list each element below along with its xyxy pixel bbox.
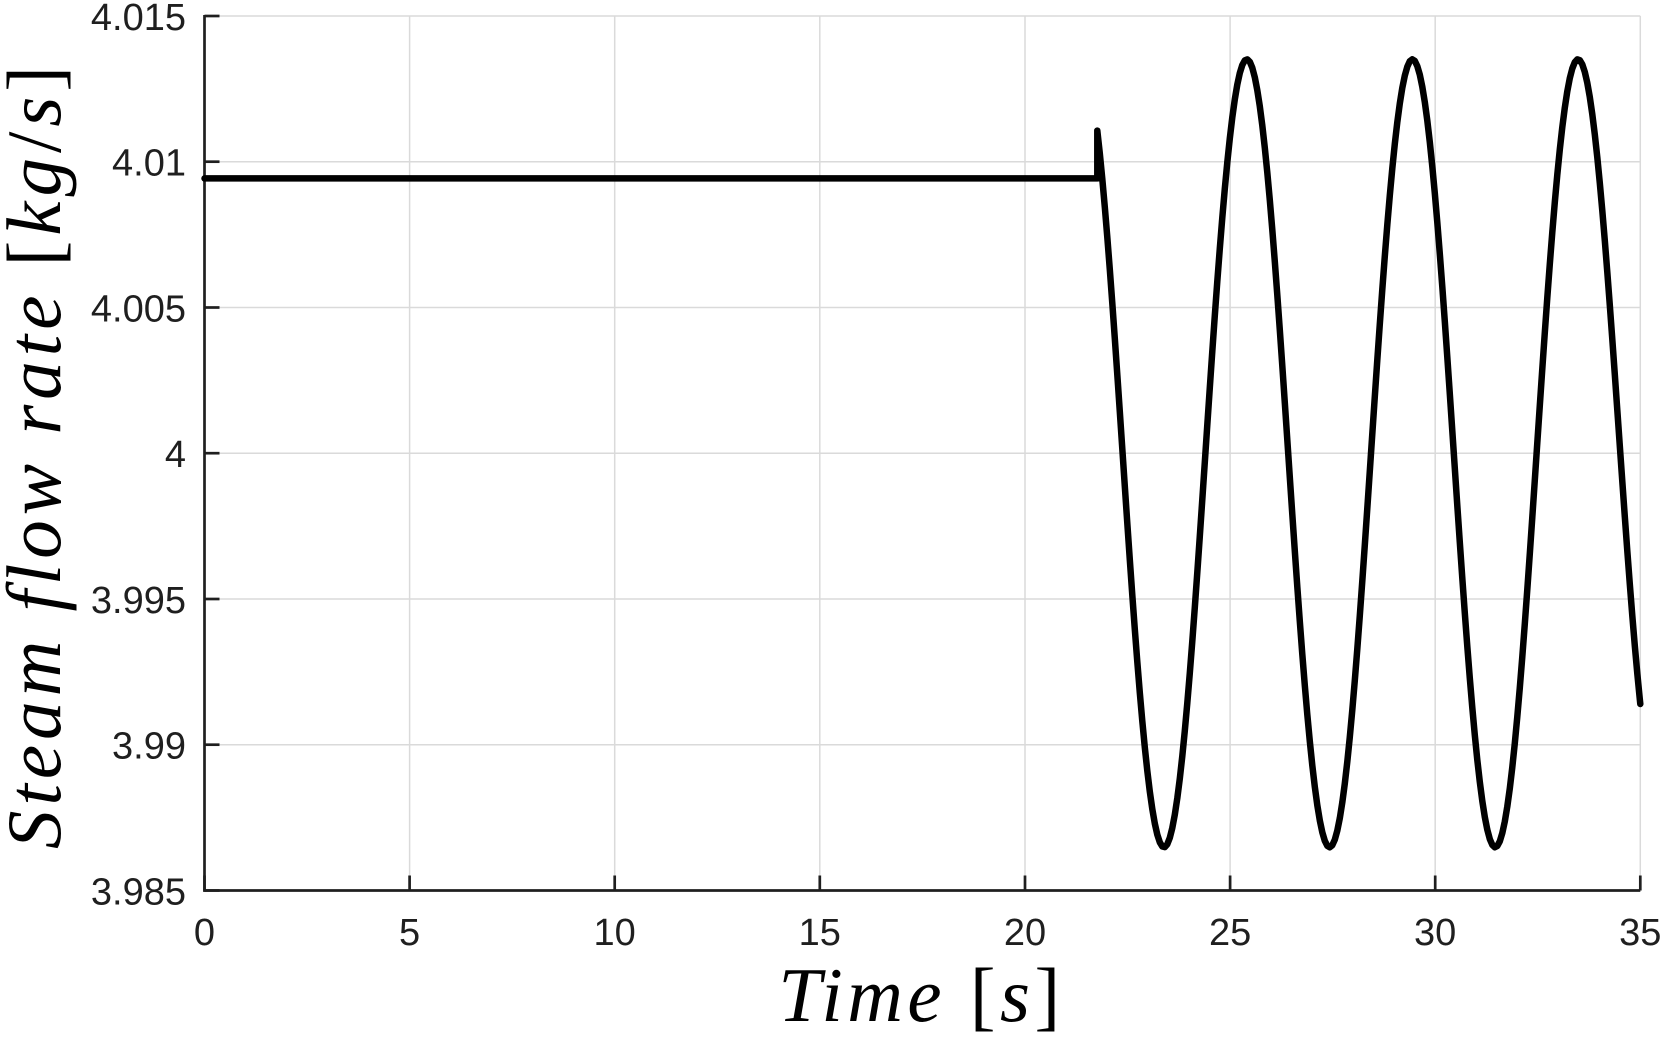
- svg-text:4: 4: [165, 434, 186, 476]
- svg-text:Steam flow rate [kg/s]: Steam flow rate [kg/s]: [0, 61, 77, 849]
- svg-text:3.985: 3.985: [91, 872, 186, 914]
- svg-text:4.015: 4.015: [91, 0, 186, 39]
- svg-text:20: 20: [1004, 912, 1046, 954]
- svg-text:25: 25: [1209, 912, 1251, 954]
- svg-text:4.005: 4.005: [91, 289, 186, 331]
- svg-text:30: 30: [1414, 912, 1456, 954]
- svg-text:15: 15: [799, 912, 841, 954]
- svg-text:35: 35: [1619, 912, 1661, 954]
- svg-text:3.99: 3.99: [112, 726, 186, 768]
- svg-text:Time [s]: Time [s]: [778, 952, 1064, 1038]
- svg-text:3.995: 3.995: [91, 580, 186, 622]
- svg-text:0: 0: [194, 912, 215, 954]
- svg-text:10: 10: [594, 912, 636, 954]
- svg-text:5: 5: [399, 912, 420, 954]
- svg-text:4.01: 4.01: [112, 143, 186, 185]
